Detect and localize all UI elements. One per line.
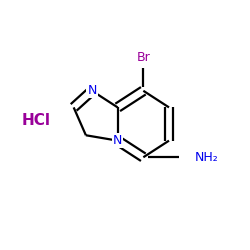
Text: Br: Br — [136, 51, 150, 64]
Text: N: N — [87, 84, 97, 97]
Text: NH₂: NH₂ — [195, 151, 218, 164]
Text: N: N — [113, 134, 122, 147]
Text: HCl: HCl — [21, 112, 50, 128]
